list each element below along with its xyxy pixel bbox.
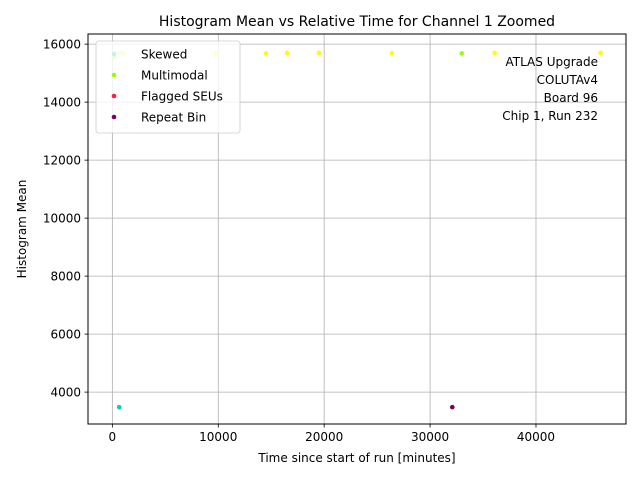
y-axis: 4000 6000 8000 10000 12000 14000 16000 bbox=[43, 38, 88, 400]
y-tick-label: 16000 bbox=[43, 38, 81, 52]
annotation-line: COLUTAv4 bbox=[537, 73, 598, 87]
legend-label: Repeat Bin bbox=[141, 111, 206, 125]
plot-frame bbox=[87, 33, 627, 425]
annotation-line: ATLAS Upgrade bbox=[505, 55, 598, 69]
annotation: ATLAS Upgrade COLUTAv4 Board 96 Chip 1, Run… bbox=[502, 55, 598, 123]
data-point bbox=[492, 50, 497, 56]
legend-marker bbox=[111, 114, 117, 120]
x-tick-label: 0 bbox=[109, 430, 117, 444]
x-tick-label: 20000 bbox=[305, 430, 343, 444]
y-tick-label: 4000 bbox=[50, 386, 81, 400]
legend-box bbox=[95, 40, 241, 134]
data-point bbox=[116, 404, 122, 410]
x-tick-label: 40000 bbox=[517, 430, 555, 444]
legend-label: Multimodal bbox=[141, 69, 208, 83]
x-tick-label: 30000 bbox=[411, 430, 449, 444]
legend: Skewed Multimodal Flagged SEUs Repeat Bin bbox=[95, 40, 241, 134]
data-point bbox=[598, 50, 603, 56]
y-tick-label: 6000 bbox=[50, 328, 81, 342]
y-tick-label: 10000 bbox=[43, 212, 81, 226]
legend-label: Skewed bbox=[141, 48, 187, 62]
data-point bbox=[263, 51, 269, 56]
x-axis: 0 10000 20000 30000 40000 bbox=[109, 424, 555, 444]
legend-marker bbox=[111, 51, 117, 57]
data-point bbox=[389, 50, 395, 56]
legend-label: Flagged SEUs bbox=[141, 90, 223, 104]
data-point bbox=[316, 50, 322, 56]
chart-title: Histogram Mean vs Relative Time for Chan… bbox=[159, 14, 555, 30]
x-tick-label: 10000 bbox=[199, 430, 237, 444]
annotation-line: Board 96 bbox=[544, 91, 598, 105]
y-axis-title: Histogram Mean bbox=[15, 180, 29, 279]
legend-marker bbox=[111, 93, 117, 99]
x-axis-title: Time since start of run [minutes] bbox=[257, 451, 455, 465]
data-point bbox=[284, 50, 290, 56]
annotation-line: Chip 1, Run 232 bbox=[502, 109, 598, 123]
data-point bbox=[459, 51, 465, 56]
legend-marker bbox=[111, 72, 117, 78]
y-tick-label: 14000 bbox=[43, 96, 81, 110]
y-tick-label: 12000 bbox=[43, 154, 81, 168]
data-point bbox=[450, 404, 455, 410]
y-tick-label: 8000 bbox=[50, 270, 81, 284]
